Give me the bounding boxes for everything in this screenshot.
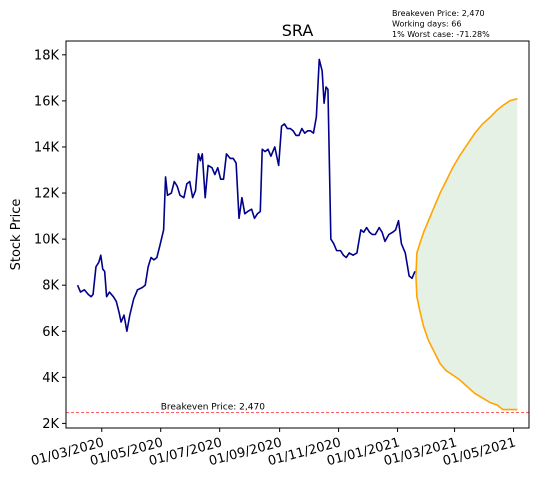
y-tick-label: 2K (42, 417, 59, 432)
y-tick-label: 4K (42, 371, 59, 386)
info-line: 1% Worst case: -71.28% (392, 30, 490, 39)
info-box: Breakeven Price: 2,470 Working days: 661%… (392, 9, 490, 39)
info-line: Working days: 66 (392, 20, 461, 29)
forecast-upper-line (415, 97, 518, 276)
forecast-band-fill (415, 98, 518, 410)
price-line (76, 58, 416, 333)
y-tick-label: 18K (34, 48, 60, 63)
plot-frame (65, 40, 530, 429)
plot-area: Breakeven Price: 2,470 (66, 58, 529, 413)
y-tick-label: 6K (42, 325, 59, 340)
y-tick-label: 10K (34, 233, 60, 248)
y-tick-label: 14K (34, 140, 60, 155)
chart-title: SRA (282, 21, 314, 40)
breakeven-label: Breakeven Price: 2,470 (161, 403, 265, 413)
y-axis-title: Stock Price (9, 199, 24, 271)
info-line: Breakeven Price: 2,470 (392, 9, 485, 18)
y-tick-label: 16K (34, 94, 60, 109)
forecast-lower-line (415, 275, 518, 411)
y-tick-label: 8K (42, 279, 59, 294)
y-tick-label: 12K (34, 187, 60, 202)
